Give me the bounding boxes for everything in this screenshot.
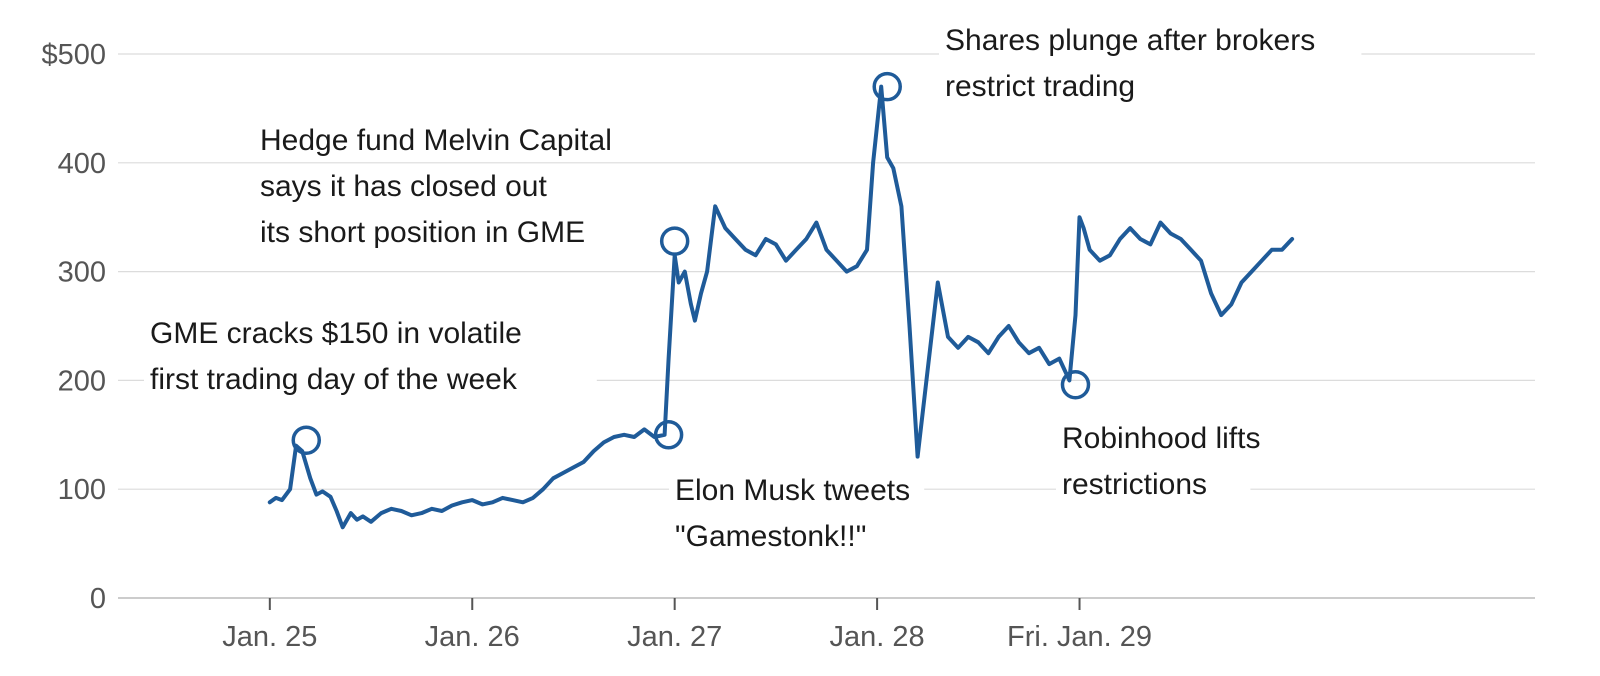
- annotation-marker-circle: [1060, 370, 1091, 400]
- x-tick-label: Fri. Jan. 29: [1007, 621, 1152, 653]
- y-tick-label: 200: [58, 365, 106, 397]
- annotation-marker-circle: [291, 425, 322, 455]
- annotation-backdrop: [254, 118, 646, 160]
- annotation-4: Robinhood lifts restrictions: [1056, 370, 1296, 504]
- annotation-backdrop: [254, 210, 646, 252]
- annotation-text: restrictions: [1062, 468, 1207, 501]
- annotation-backdrop: [144, 357, 597, 399]
- annotation-backdrop: [939, 18, 1362, 60]
- price-line-series-0: [267, 84, 1295, 530]
- annotation-text: GME cracks $150 in volatile: [150, 317, 522, 350]
- annotation-1: Hedge fund Melvin Capital says it has clo…: [254, 118, 690, 256]
- annotations: GME cracks $150 in volatile first trading…: [144, 18, 1362, 556]
- annotation-text: first trading day of the week: [150, 363, 518, 396]
- y-tick-label: 100: [58, 474, 106, 506]
- annotation-text: restrict trading: [945, 70, 1135, 103]
- annotation-3: Shares plunge after brokers restrict trad…: [872, 18, 1362, 106]
- y-tick-label: $500: [41, 39, 106, 71]
- annotation-marker-circle: [653, 420, 684, 450]
- y-axis-tick-labels: 0 100 200 300 400 $500: [41, 39, 106, 615]
- annotation-backdrop: [254, 164, 601, 206]
- annotation-text: Elon Musk tweets: [675, 474, 910, 507]
- y-tick-label: 300: [58, 257, 106, 289]
- x-tick-label: Jan. 25: [222, 621, 317, 653]
- x-tick-label: Jan. 27: [627, 621, 722, 653]
- annotation-backdrop: [939, 64, 1195, 106]
- x-tick-label: Jan. 26: [425, 621, 520, 653]
- annotation-backdrop: [144, 311, 567, 353]
- annotation-backdrop: [669, 468, 925, 510]
- plot-area: [267, 84, 1295, 530]
- annotation-text: its short position in GME: [260, 216, 585, 249]
- annotation-text: Robinhood lifts: [1062, 422, 1260, 455]
- annotation-text: "Gamestonk!!": [675, 520, 866, 553]
- x-axis: Jan. 25 Jan. 26 Jan. 27 Jan. 28 Fri. Jan. 29: [222, 598, 1152, 653]
- annotation-marker-circle: [872, 71, 902, 102]
- x-tick-label: Jan. 28: [830, 621, 925, 653]
- annotation-text: says it has closed out: [260, 170, 547, 203]
- y-tick-label: 0: [90, 583, 106, 615]
- y-tick-label: 400: [58, 148, 106, 180]
- annotation-2: Elon Musk tweets "Gamestonk!!": [653, 420, 925, 556]
- annotation-backdrop: [1056, 462, 1251, 504]
- annotation-text: Shares plunge after brokers: [945, 24, 1315, 57]
- annotation-backdrop: [669, 514, 879, 556]
- annotation-marker-circle: [659, 226, 690, 256]
- annotation-0: GME cracks $150 in volatile first trading…: [144, 311, 597, 455]
- annotation-text: Hedge fund Melvin Capital: [260, 124, 612, 157]
- annotation-backdrop: [1056, 416, 1296, 458]
